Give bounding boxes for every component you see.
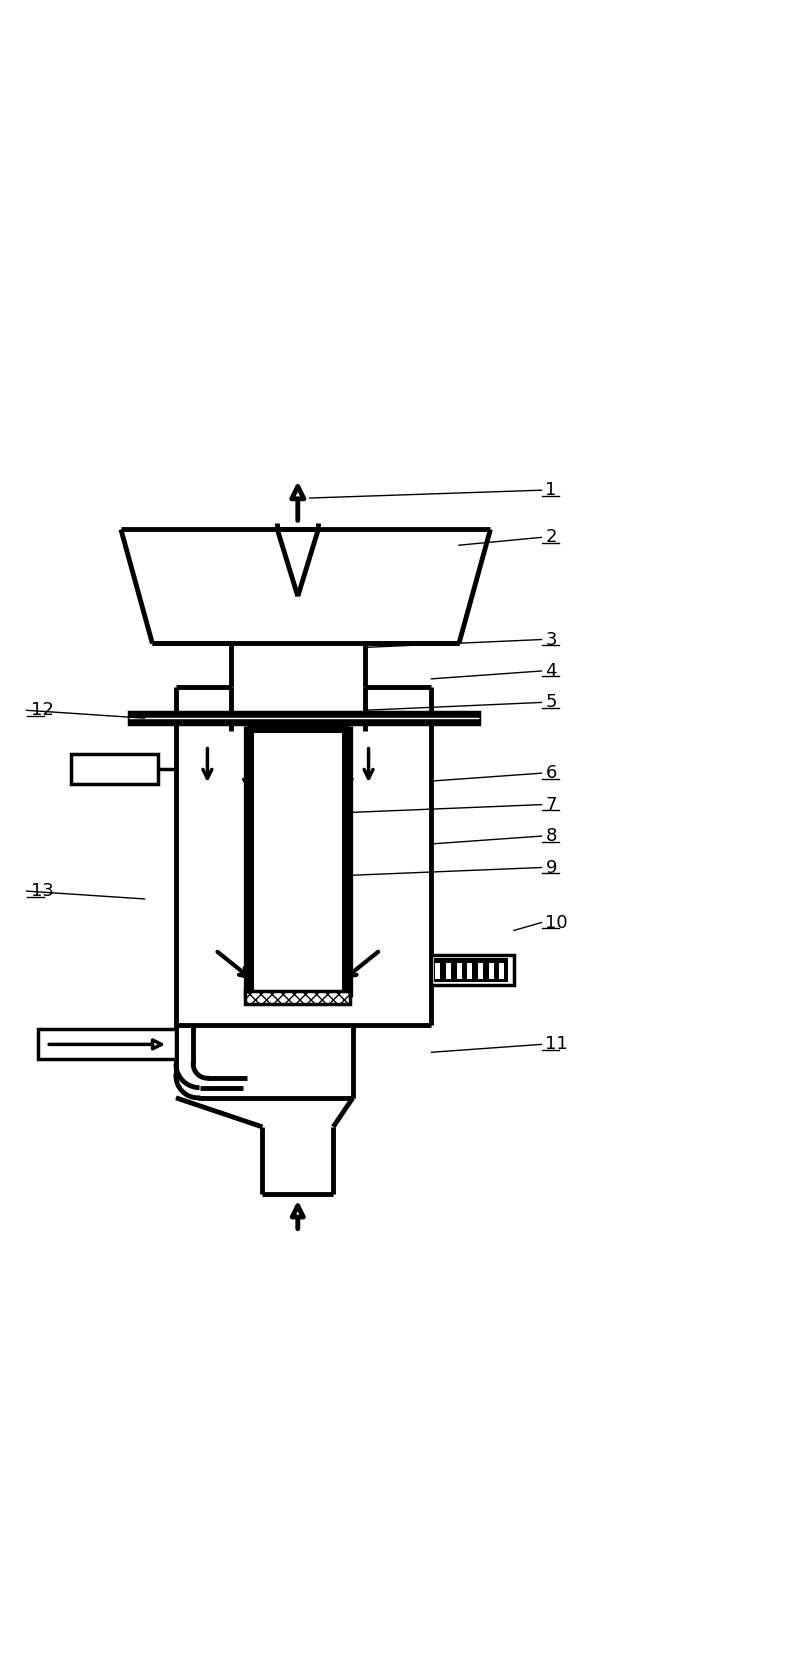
Text: 8: 8	[546, 827, 557, 845]
Text: 4: 4	[546, 662, 557, 680]
Bar	[71, 754, 158, 785]
Bar	[434, 958, 508, 981]
Bar	[446, 963, 451, 979]
Text: 11: 11	[546, 1035, 568, 1053]
Text: 10: 10	[546, 914, 568, 931]
Bar	[467, 963, 473, 979]
Text: 3: 3	[546, 630, 557, 648]
Bar	[457, 963, 462, 979]
Text: 7: 7	[546, 796, 557, 813]
Text: 1: 1	[546, 480, 557, 499]
Bar	[435, 963, 441, 979]
Text: 12: 12	[30, 701, 54, 719]
Bar	[478, 963, 483, 979]
Bar	[499, 963, 505, 979]
Bar	[431, 954, 514, 984]
Bar	[245, 991, 350, 1003]
Text: 2: 2	[546, 528, 557, 546]
Bar	[254, 732, 342, 990]
Text: 5: 5	[546, 694, 557, 711]
Text: 6: 6	[546, 764, 557, 783]
Bar	[38, 1030, 176, 1060]
Bar	[129, 712, 478, 724]
Text: 13: 13	[30, 882, 54, 900]
Bar	[246, 726, 349, 998]
Bar	[489, 963, 494, 979]
Text: 9: 9	[546, 858, 557, 877]
